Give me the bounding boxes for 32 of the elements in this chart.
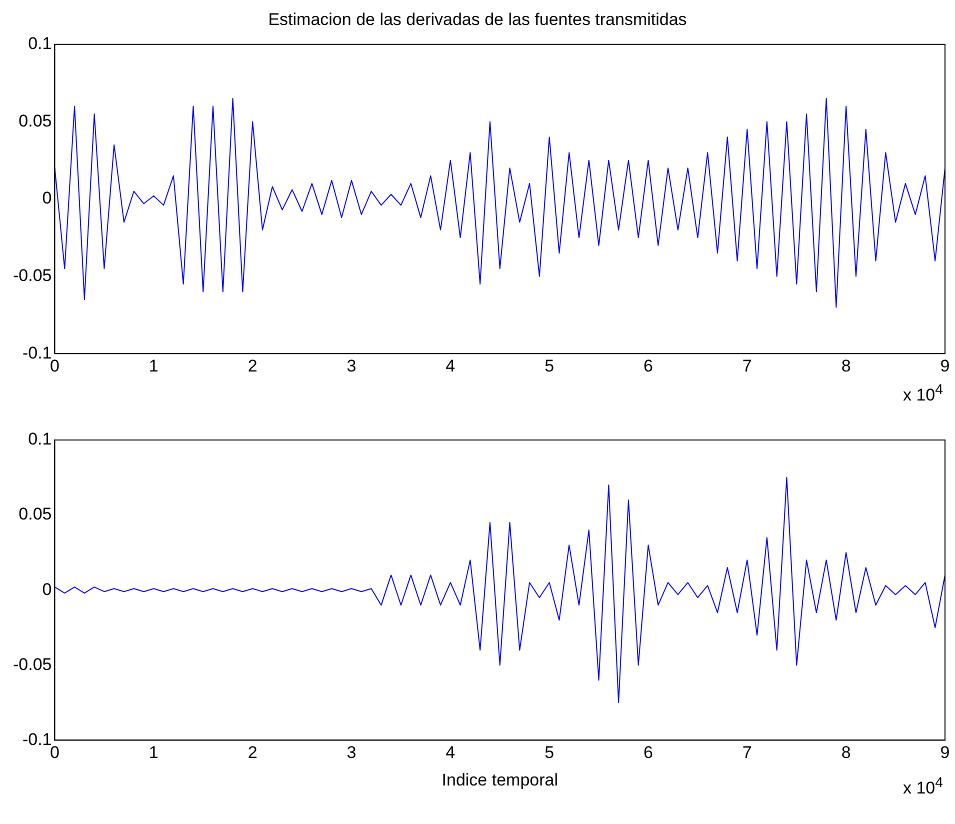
y-tick-label: 0.1 [28,430,52,449]
x-tick-label: 8 [841,356,851,376]
x-axis-title: Indice temporal [442,770,558,790]
x-tick-label: 9 [940,356,950,376]
y-tick-label: -0.1 [22,343,52,362]
x-tick-label: 1 [148,356,158,376]
y-tick-label: -0.05 [13,654,52,674]
y-tick-label: 0.05 [18,111,52,130]
x-tick-label: 5 [544,743,554,762]
x-tick-label: 6 [644,743,653,762]
text: x 10$^{4}$ [902,775,943,799]
x-tick-label: 8 [841,743,851,762]
x-tick-label: 9 [940,743,950,762]
y-tick-label: 0.05 [18,504,52,524]
x-tick-label: 6 [644,356,653,376]
x-tick-label: 2 [248,356,258,376]
x-tick-label: 1 [148,743,158,762]
chart-title: Estimacion de las derivadas de las fuentes transmitidas [268,10,687,29]
y-tick-label: 0 [42,580,52,599]
x-tick-label: 3 [346,356,356,376]
x-tick-label: 4 [446,356,456,376]
x-tick-label: 4 [446,743,456,762]
x-tick-label: 2 [248,743,258,762]
text: x 10$^{4}$ [902,382,943,406]
y-tick-label: 0 [42,188,52,208]
x-tick-label: 3 [346,743,356,762]
x-tick-label: 7 [742,743,752,762]
x-tick-label: 7 [742,356,752,376]
y-tick-label: -0.05 [13,266,52,285]
x-tick-label: 5 [544,356,554,376]
y-tick-label: -0.1 [22,730,52,749]
y-tick-label: 0.1 [28,34,52,54]
